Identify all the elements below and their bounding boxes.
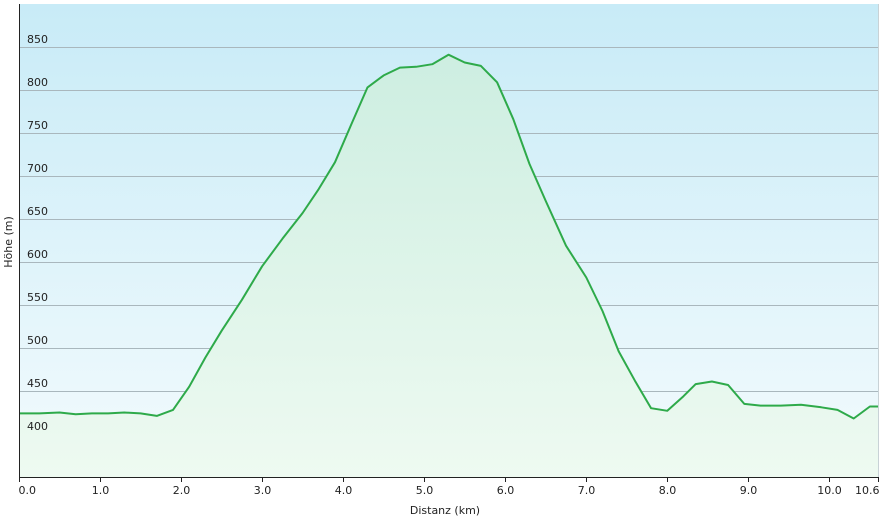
data-point [634,380,636,382]
data-point [334,161,336,163]
data-point [123,412,125,414]
data-point [695,383,697,385]
data-point [399,67,401,69]
y-tick-label: 500 [27,334,48,347]
y-tick-label: 400 [27,420,48,433]
data-point [512,118,514,120]
data-point [820,406,822,408]
x-tick-label: 0.0 [19,484,37,497]
y-tick-label: 800 [27,76,48,89]
y-axis-title: Höhe (m) [2,216,15,268]
data-point [204,357,206,359]
x-tick-label: 2.0 [173,484,191,497]
axes [19,4,879,478]
data-point [602,310,604,312]
data-point [59,412,61,414]
data-point [464,62,466,64]
data-point [75,413,77,415]
data-point [318,188,320,190]
x-tick-label: 6.0 [497,484,515,497]
data-point [221,330,223,332]
y-tick-label: 550 [27,291,48,304]
data-point [853,418,855,420]
data-point [91,412,93,414]
data-point [711,381,713,383]
x-axis-title: Distanz (km) [410,504,480,517]
data-point [869,406,871,408]
x-axis-ticks: 0.0 1.0 2.0 3.0 4.0 5.0 6.0 7.0 8.0 9.0 10.0 10.6 [19,477,880,497]
data-point [618,350,620,352]
data-point [140,412,142,414]
data-point [107,412,109,414]
data-point [683,395,685,397]
data-point [431,63,433,65]
elevation-area [19,54,878,477]
data-point [760,405,762,407]
data-point [529,163,531,165]
y-tick-label: 850 [27,33,48,46]
y-axis-ticks: 400 450 500 550 600 650 700 750 800 850 [27,33,48,433]
data-point [496,81,498,83]
data-point [156,415,158,417]
x-tick-label: 1.0 [92,484,110,497]
x-tick-label: 5.0 [416,484,434,497]
data-point [350,123,352,125]
x-tick-label: 8.0 [659,484,677,497]
data-point [415,66,417,68]
x-tick-label: 10.0 [817,484,842,497]
data-point [877,406,879,408]
y-tick-label: 650 [27,205,48,218]
data-point [367,86,369,88]
data-point [800,404,802,406]
elevation-line [19,53,878,420]
data-point [261,265,263,267]
data-point [188,386,190,388]
data-point [480,65,482,67]
data-point [448,54,450,56]
data-point [241,299,243,301]
data-point [281,238,283,240]
data-point [585,277,587,279]
data-point [666,410,668,412]
data-point [727,384,729,386]
y-tick-label: 450 [27,377,48,390]
x-tick-label: 4.0 [335,484,353,497]
y-tick-label: 750 [27,119,48,132]
data-point [18,412,20,414]
data-point [172,409,174,411]
y-tick-label: 600 [27,248,48,261]
x-tick-label: 3.0 [254,484,272,497]
data-point [545,200,547,202]
data-point [38,412,40,414]
x-tick-label: 9.0 [740,484,758,497]
x-tick-label: 10.6 [855,484,880,497]
data-point [383,74,385,76]
data-point [743,403,745,405]
y-tick-label: 700 [27,162,48,175]
data-point [565,245,567,247]
data-point [837,409,839,411]
data-point [302,212,304,214]
data-point [780,405,782,407]
x-tick-label: 7.0 [578,484,596,497]
data-point [650,407,652,409]
